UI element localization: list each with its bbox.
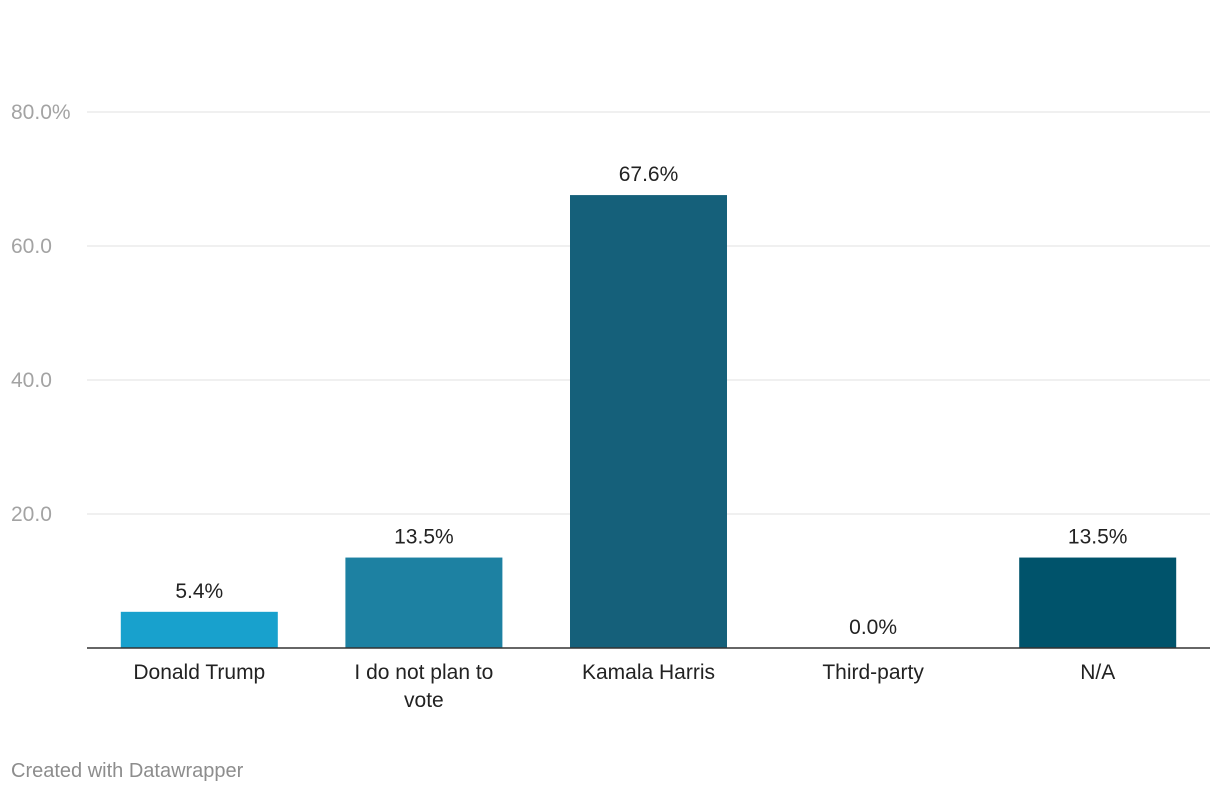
x-tick-label: vote	[404, 689, 444, 712]
y-axis-ticks: 20.0 40.0 60.0 80.0%	[11, 101, 71, 526]
bar	[1019, 557, 1177, 648]
bar	[570, 195, 727, 648]
bars	[120, 195, 1177, 648]
datawrapper-credit: Created with Datawrapper	[11, 760, 244, 782]
value-label: 5.4%	[175, 580, 223, 603]
y-tick-label: 40.0	[11, 369, 52, 392]
x-tick-label: I do not plan to	[354, 661, 493, 684]
value-label: 13.5%	[394, 526, 454, 549]
value-label: 13.5%	[1068, 526, 1128, 549]
y-tick-label: 20.0	[11, 503, 52, 526]
y-tick-label: 80.0%	[11, 101, 71, 124]
bar	[120, 611, 278, 648]
y-tick-label: 60.0	[11, 235, 52, 258]
bar	[345, 557, 503, 648]
x-tick-label: Donald Trump	[133, 661, 265, 684]
x-axis-labels: Donald Trump I do not plan to vote Kamala H…	[133, 661, 1115, 712]
value-label: 67.6%	[619, 163, 679, 186]
x-tick-label: Kamala Harris	[582, 661, 715, 684]
value-label: 0.0%	[849, 616, 897, 639]
value-labels: 5.4% 13.5% 67.6% 0.0% 13.5%	[175, 163, 1127, 639]
x-tick-label: Third-party	[822, 661, 924, 684]
x-tick-label: N/A	[1080, 661, 1115, 684]
